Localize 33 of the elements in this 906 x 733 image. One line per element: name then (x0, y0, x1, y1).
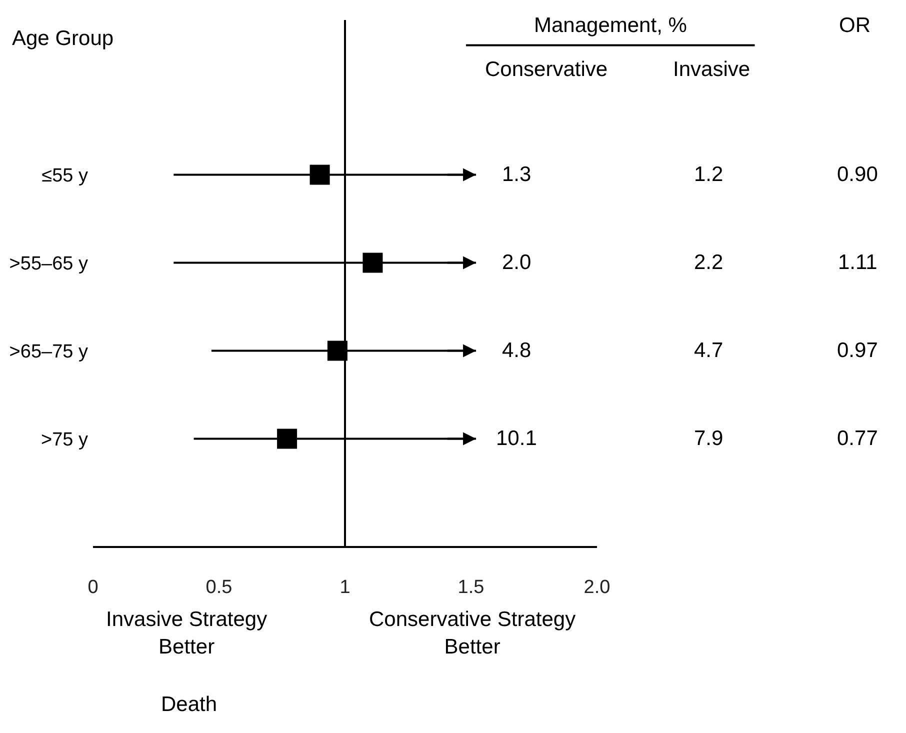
text: 0.77 (837, 427, 878, 450)
text: 2.2 (694, 251, 724, 274)
text: Management, % (534, 14, 687, 37)
text: Conservative (485, 58, 608, 81)
y-tick-label: >65–75 y (9, 341, 88, 362)
point (277, 428, 298, 449)
text: OR (839, 14, 870, 37)
y-tick-label: >55–65 y (9, 253, 88, 274)
text: 0.90 (837, 163, 878, 186)
x-axis-title: Death (161, 693, 218, 716)
text: 7.9 (694, 427, 724, 450)
x-tick-label: 0 (88, 576, 98, 598)
annotation: 10.1 (496, 427, 537, 450)
point (310, 164, 330, 185)
text: 1.11 (838, 251, 878, 274)
x-tick-label: 1.5 (458, 576, 484, 598)
x-tick-label: 0.5 (206, 576, 232, 598)
x-tick-label: 1 (340, 576, 350, 598)
point (327, 340, 348, 361)
y-tick-label: >75 y (40, 429, 88, 450)
text: 4.7 (694, 339, 724, 362)
text: Conservative Strategy Better (369, 608, 576, 658)
y-axis-title: Age Group (12, 27, 114, 50)
text: 1.2 (694, 163, 724, 186)
y-tick-label: ≤55 y (42, 165, 88, 186)
annotation: 4.8 (502, 339, 532, 362)
annotation: 1.3 (502, 163, 532, 186)
point (362, 252, 383, 273)
x-tick-label: 2.0 (584, 576, 610, 598)
text: 0.97 (837, 339, 878, 362)
annotation: 2.0 (502, 251, 532, 274)
text: Invasive Strategy Better (106, 608, 268, 658)
text: Invasive (673, 58, 750, 81)
